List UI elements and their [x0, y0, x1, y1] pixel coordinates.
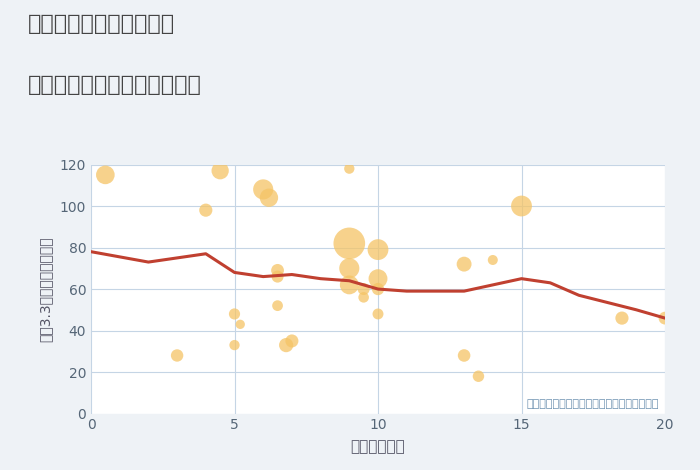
Point: [272, 266, 283, 274]
Point: [286, 337, 297, 345]
X-axis label: 駅距離（分）: 駅距離（分）: [351, 439, 405, 454]
Point: [272, 302, 283, 309]
Point: [344, 165, 355, 172]
Point: [344, 281, 355, 289]
Point: [272, 273, 283, 280]
Point: [372, 310, 384, 318]
Text: 駅距離別中古マンション価格: 駅距離別中古マンション価格: [28, 75, 202, 95]
Point: [458, 352, 470, 359]
Point: [200, 206, 211, 214]
Point: [617, 314, 628, 322]
Point: [229, 310, 240, 318]
Point: [372, 246, 384, 253]
Point: [214, 167, 225, 174]
Point: [458, 260, 470, 268]
Text: 円の大きさは、取引のあった物件面積を示す: 円の大きさは、取引のあった物件面積を示す: [527, 399, 659, 408]
Point: [659, 314, 671, 322]
Point: [263, 194, 274, 202]
Point: [516, 202, 527, 210]
Point: [344, 240, 355, 247]
Point: [372, 275, 384, 282]
Point: [281, 341, 292, 349]
Point: [372, 285, 384, 293]
Point: [99, 171, 111, 179]
Point: [344, 265, 355, 272]
Point: [234, 321, 246, 328]
Point: [172, 352, 183, 359]
Point: [473, 372, 484, 380]
Point: [229, 341, 240, 349]
Point: [358, 294, 370, 301]
Point: [358, 285, 370, 293]
Text: 三重県四日市市広永町の: 三重県四日市市広永町の: [28, 14, 175, 34]
Point: [258, 186, 269, 193]
Point: [487, 256, 498, 264]
Y-axis label: 坪（3.3㎡）単価（万円）: 坪（3.3㎡）単価（万円）: [38, 236, 52, 342]
